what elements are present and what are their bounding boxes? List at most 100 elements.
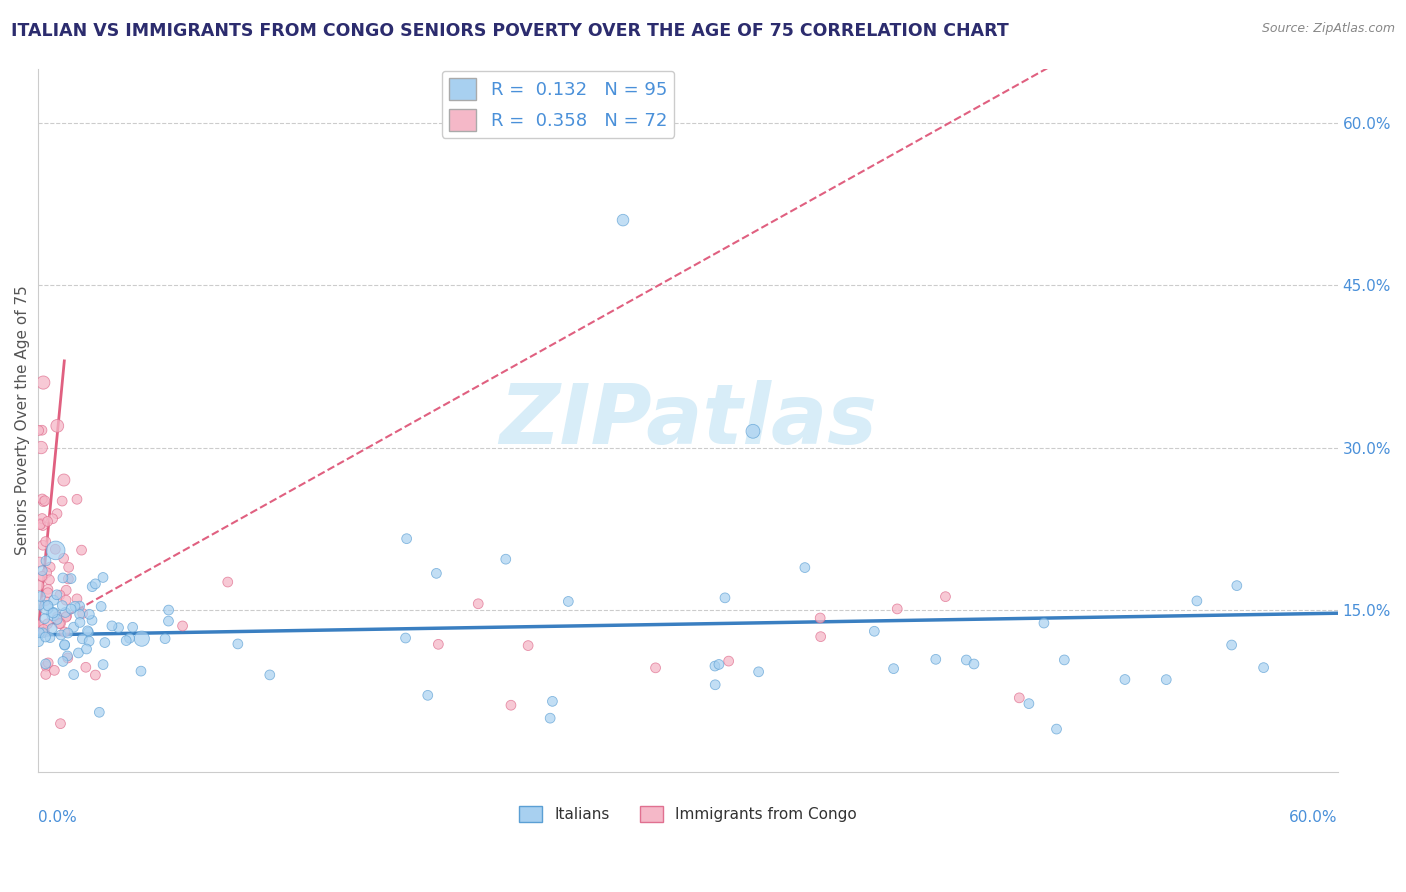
Point	[79, 607, 101, 622]
Point	[49, 588, 72, 602]
Point	[45, 543, 67, 558]
Point	[46, 418, 69, 433]
Point	[1114, 673, 1136, 687]
Point	[34, 594, 56, 608]
Point	[707, 657, 730, 672]
Point	[72, 607, 94, 621]
Point	[46, 507, 69, 521]
Point	[538, 711, 561, 725]
Point	[934, 590, 956, 604]
Point	[39, 560, 62, 574]
Text: ITALIAN VS IMMIGRANTS FROM CONGO SENIORS POVERTY OVER THE AGE OF 75 CORRELATION : ITALIAN VS IMMIGRANTS FROM CONGO SENIORS…	[11, 22, 1010, 40]
Point	[37, 515, 59, 529]
Point	[69, 615, 91, 630]
Point	[31, 564, 53, 578]
Point	[49, 616, 72, 631]
Point	[28, 598, 51, 612]
Point	[35, 659, 58, 673]
Point	[1220, 638, 1243, 652]
Point	[101, 619, 124, 633]
Point	[66, 591, 89, 606]
Point	[32, 623, 55, 637]
Point	[107, 621, 129, 635]
Point	[31, 570, 53, 584]
Point	[425, 566, 447, 581]
Point	[217, 575, 239, 590]
Point	[394, 631, 416, 645]
Point	[517, 639, 540, 653]
Point	[259, 668, 281, 682]
Point	[714, 591, 737, 605]
Point	[84, 668, 107, 682]
Point	[91, 657, 114, 672]
Text: ZIPatlas: ZIPatlas	[499, 380, 877, 461]
Point	[416, 689, 439, 703]
Point	[1226, 579, 1249, 593]
Point	[34, 630, 56, 644]
Text: 60.0%: 60.0%	[1289, 810, 1337, 825]
Point	[30, 516, 52, 531]
Point	[58, 560, 80, 574]
Point	[51, 599, 73, 613]
Point	[30, 441, 52, 455]
Point	[1154, 673, 1177, 687]
Point	[76, 624, 98, 638]
Point	[612, 213, 634, 227]
Point	[38, 573, 60, 587]
Point	[34, 657, 56, 671]
Point	[541, 694, 564, 708]
Point	[44, 664, 66, 678]
Point	[53, 638, 76, 652]
Point	[395, 532, 418, 546]
Point	[644, 661, 666, 675]
Point	[62, 667, 84, 681]
Point	[32, 376, 55, 390]
Point	[31, 423, 53, 437]
Point	[886, 602, 908, 616]
Point	[1018, 697, 1040, 711]
Point	[1053, 653, 1076, 667]
Point	[53, 606, 76, 620]
Point	[55, 583, 77, 598]
Point	[31, 625, 53, 640]
Point	[172, 619, 194, 633]
Point	[55, 593, 77, 607]
Point	[883, 662, 905, 676]
Point	[37, 585, 59, 599]
Point	[115, 633, 138, 648]
Point	[37, 582, 59, 597]
Point	[34, 493, 56, 508]
Point	[94, 635, 117, 649]
Point	[427, 637, 450, 651]
Point	[49, 716, 72, 731]
Point	[703, 659, 725, 673]
Point	[35, 566, 58, 580]
Point	[77, 634, 100, 648]
Point	[28, 555, 51, 569]
Point	[31, 569, 53, 583]
Point	[963, 657, 986, 671]
Point	[810, 630, 832, 644]
Point	[118, 631, 141, 645]
Point	[121, 620, 143, 634]
Point	[52, 473, 75, 487]
Point	[52, 551, 75, 566]
Point	[1045, 722, 1067, 736]
Legend: R =  0.132   N = 95, R =  0.358   N = 72: R = 0.132 N = 95, R = 0.358 N = 72	[441, 70, 675, 138]
Point	[717, 654, 740, 668]
Point	[67, 646, 90, 660]
Point	[34, 625, 56, 640]
Point	[90, 599, 112, 614]
Point	[91, 570, 114, 584]
Point	[56, 626, 79, 640]
Point	[35, 667, 58, 681]
Point	[34, 612, 56, 626]
Point	[35, 554, 58, 568]
Point	[55, 610, 77, 624]
Point	[58, 572, 80, 586]
Point	[46, 609, 69, 624]
Point	[157, 614, 180, 628]
Point	[77, 625, 100, 640]
Point	[28, 424, 51, 438]
Point	[82, 580, 104, 594]
